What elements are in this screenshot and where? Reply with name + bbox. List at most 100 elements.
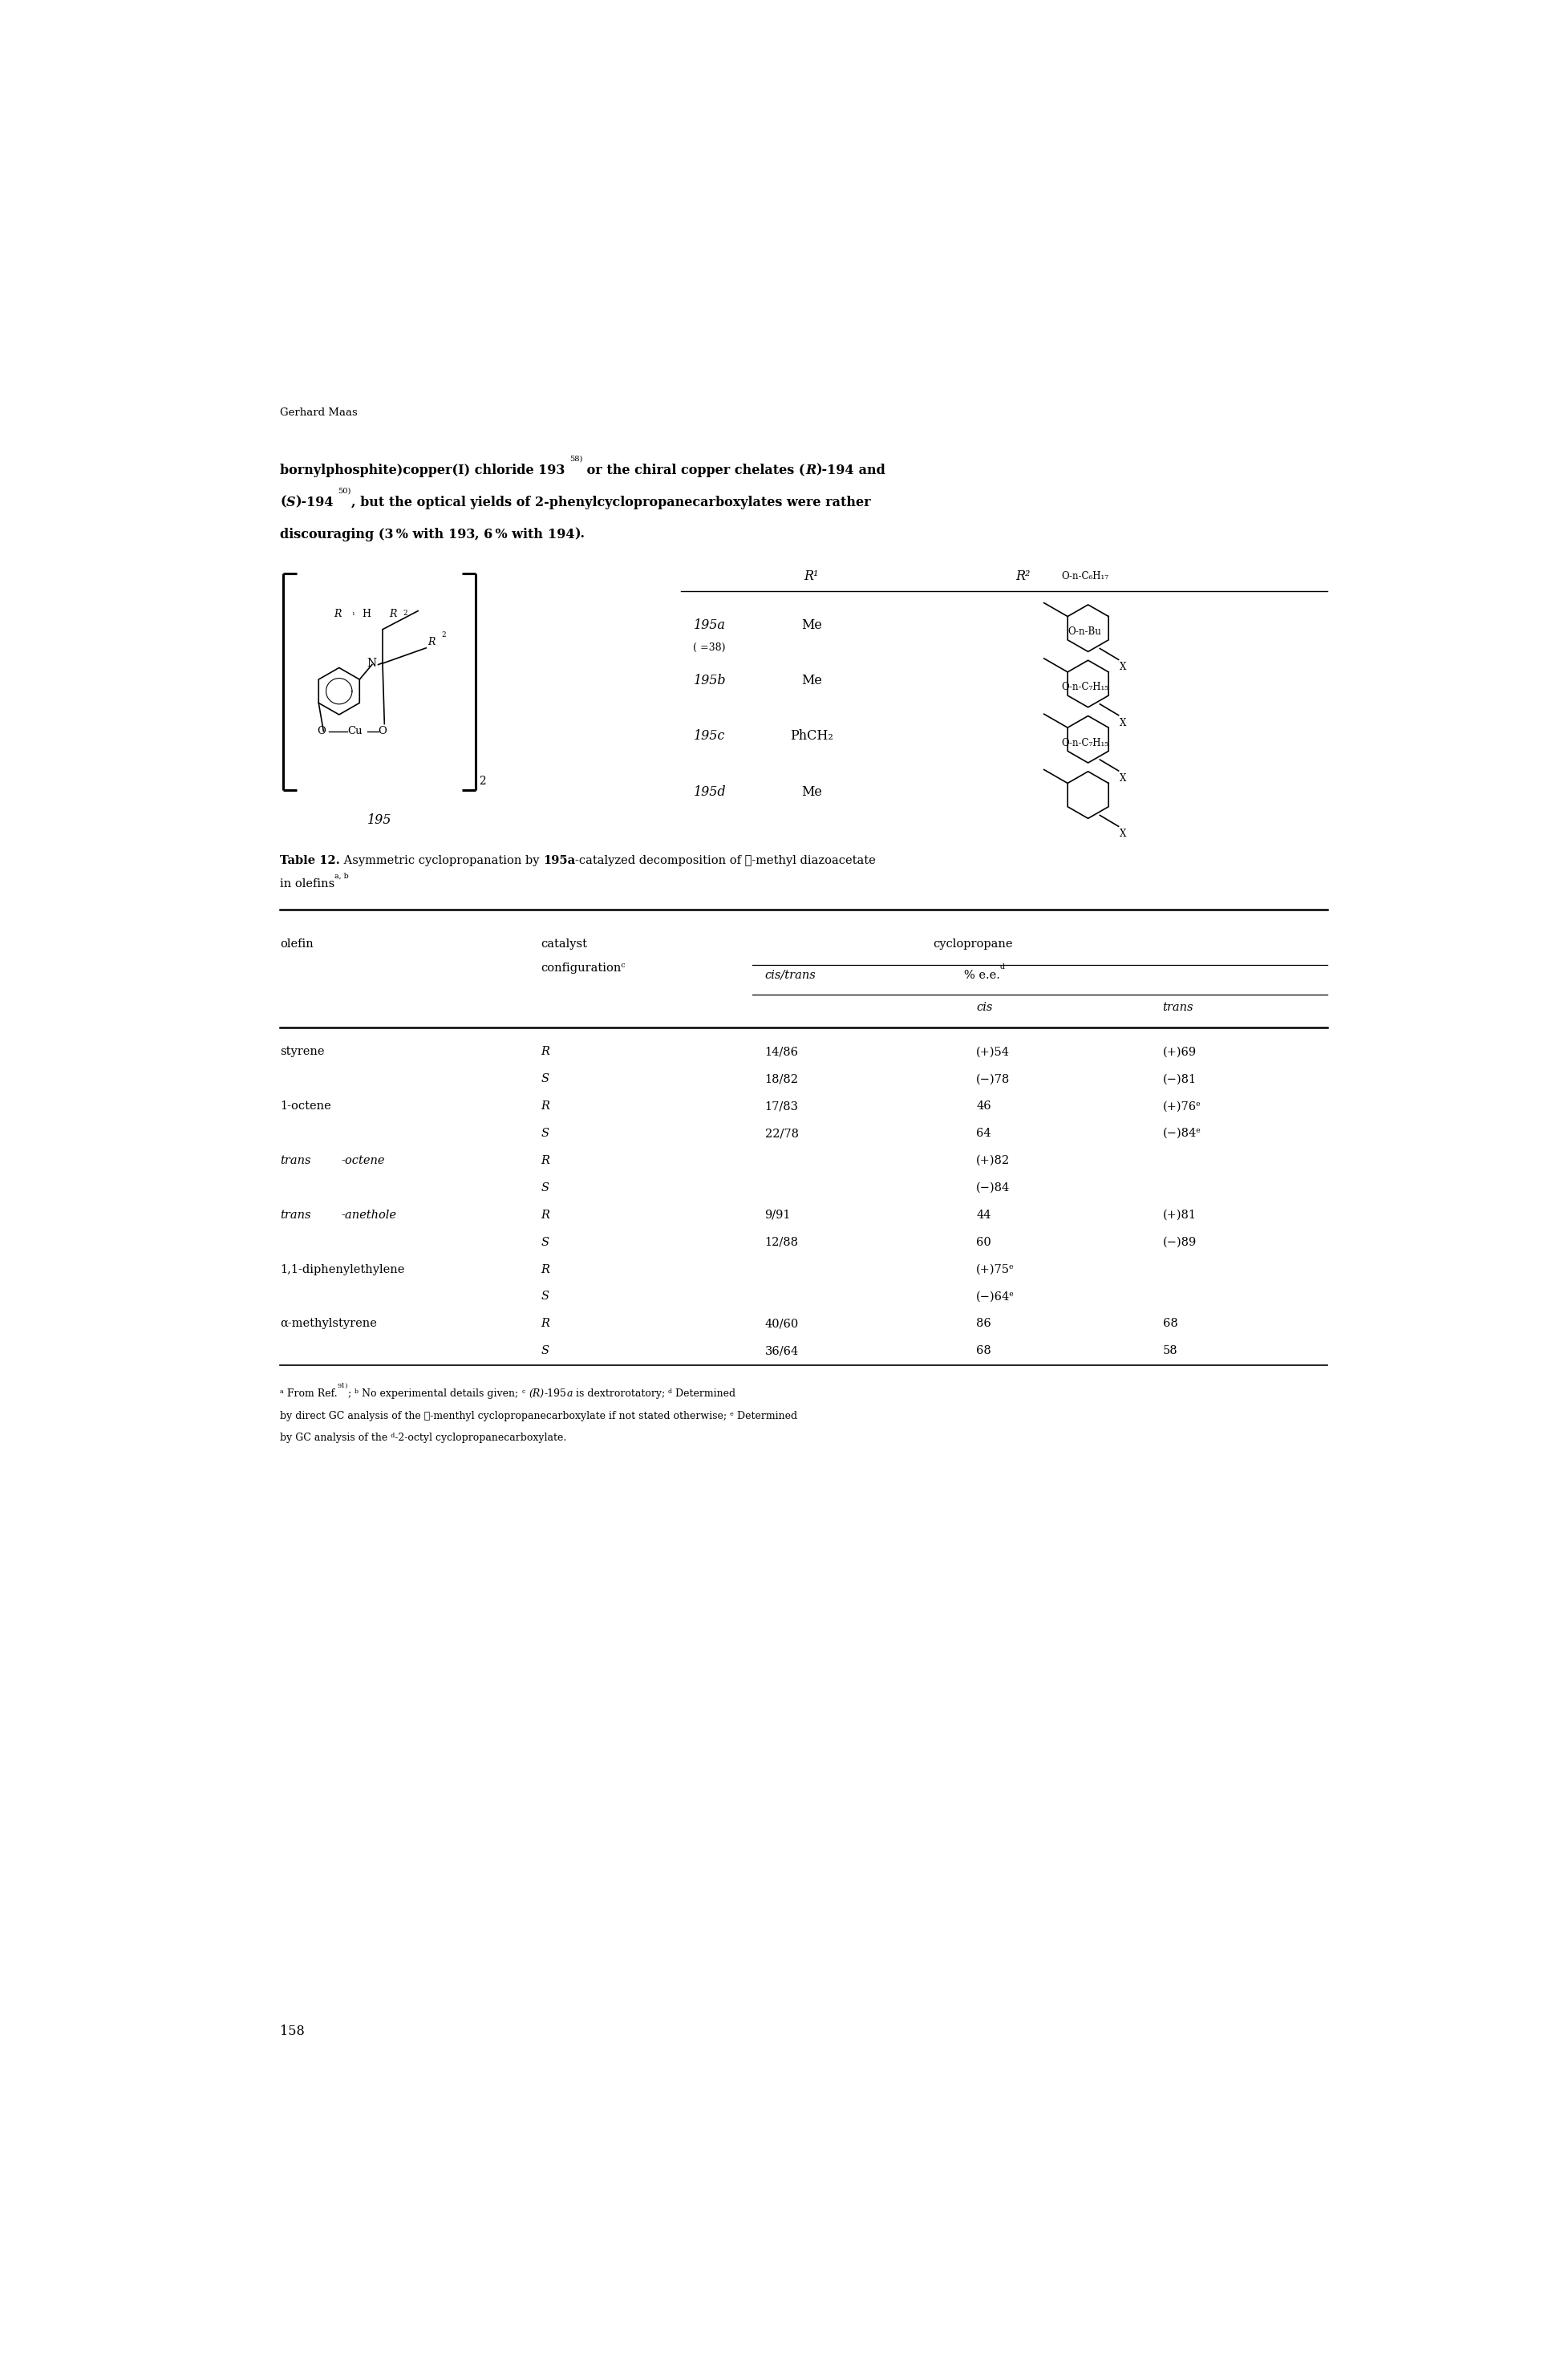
- Text: 194: 194: [306, 496, 334, 508]
- Text: ᵈ Determined: ᵈ Determined: [668, 1389, 735, 1399]
- Text: trans: trans: [279, 1156, 310, 1167]
- Text: Me: Me: [801, 785, 822, 799]
- Text: 2: 2: [403, 610, 408, 617]
- Text: 17/83: 17/83: [765, 1101, 798, 1113]
- Text: or the chiral copper chelates (: or the chiral copper chelates (: [582, 463, 804, 477]
- Text: 194: 194: [547, 527, 574, 541]
- Text: ᶜ: ᶜ: [522, 1389, 528, 1399]
- Text: 40/60: 40/60: [765, 1319, 798, 1330]
- Text: bornylphosphite)copper(I) chloride: bornylphosphite)copper(I) chloride: [279, 463, 538, 477]
- Text: 60: 60: [975, 1236, 991, 1248]
- Text: O-n-C₇H₁₅: O-n-C₇H₁₅: [1062, 683, 1109, 692]
- Text: R: R: [541, 1156, 550, 1167]
- Text: (−)64ᵉ: (−)64ᵉ: [975, 1290, 1014, 1302]
- Text: (−)84ᵉ: (−)84ᵉ: [1162, 1127, 1201, 1139]
- Text: Gerhard Maas: Gerhard Maas: [279, 409, 358, 418]
- Text: configurationᶜ: configurationᶜ: [541, 962, 626, 974]
- Text: by GC analysis of the ᵈ-2-octyl cyclopropanecarboxylate.: by GC analysis of the ᵈ-2-octyl cyclopro…: [279, 1432, 566, 1444]
- Text: R: R: [428, 636, 436, 647]
- Text: S: S: [541, 1073, 549, 1085]
- Text: -catalyzed decomposition of ℓ-methyl diazoacetate: -catalyzed decomposition of ℓ-methyl dia…: [575, 855, 875, 867]
- Text: 195d: 195d: [693, 785, 726, 799]
- Text: olefin: olefin: [279, 938, 314, 950]
- Text: O: O: [378, 725, 387, 737]
- Text: 22/78: 22/78: [765, 1127, 798, 1139]
- Text: (+)82: (+)82: [975, 1156, 1010, 1167]
- Text: X: X: [1120, 718, 1126, 728]
- Text: % e.e.: % e.e.: [963, 969, 999, 981]
- Text: 68: 68: [975, 1345, 991, 1356]
- Text: -anethole: -anethole: [340, 1210, 397, 1222]
- Text: 50): 50): [337, 487, 351, 494]
- Text: X: X: [1120, 829, 1126, 839]
- Text: O-n-Bu: O-n-Bu: [1068, 626, 1101, 638]
- Text: R: R: [389, 610, 397, 619]
- Text: 58: 58: [1162, 1345, 1178, 1356]
- Text: )-: )-: [295, 496, 306, 508]
- Text: 195a: 195a: [543, 855, 575, 867]
- Text: Me: Me: [801, 619, 822, 631]
- Text: 44: 44: [975, 1210, 991, 1222]
- Text: -octene: -octene: [340, 1156, 384, 1167]
- Text: 86: 86: [975, 1319, 991, 1330]
- Text: Me: Me: [801, 673, 822, 688]
- Text: (+)69: (+)69: [1162, 1047, 1196, 1059]
- Text: Table 12.: Table 12.: [279, 855, 340, 867]
- Text: in olefins: in olefins: [279, 879, 334, 888]
- Text: Asymmetric cyclopropanation by: Asymmetric cyclopropanation by: [340, 855, 543, 867]
- Text: Cu: Cu: [347, 725, 362, 737]
- Text: 58): 58): [569, 456, 582, 463]
- Text: O-n-C₆H₁₇: O-n-C₆H₁₇: [1062, 572, 1109, 581]
- Text: X: X: [1120, 773, 1126, 785]
- Text: ᵃ From Ref.: ᵃ From Ref.: [279, 1389, 337, 1399]
- Text: R: R: [541, 1101, 550, 1113]
- Text: R: R: [541, 1047, 550, 1059]
- Text: (−)84: (−)84: [975, 1182, 1010, 1193]
- Text: 195b: 195b: [693, 673, 726, 688]
- Text: (−)89: (−)89: [1162, 1236, 1196, 1248]
- Text: N: N: [367, 657, 376, 669]
- Text: a: a: [566, 1389, 572, 1399]
- Text: 193: 193: [448, 527, 475, 541]
- Text: 14/86: 14/86: [765, 1047, 798, 1059]
- Text: cyclopropane: cyclopropane: [933, 938, 1011, 950]
- Text: S: S: [541, 1290, 549, 1302]
- Text: R¹: R¹: [804, 569, 818, 584]
- Text: ¹: ¹: [351, 612, 354, 619]
- Text: (−)81: (−)81: [1162, 1073, 1196, 1085]
- Text: is dextrorotatory;: is dextrorotatory;: [572, 1389, 668, 1399]
- Text: trans: trans: [1162, 1002, 1193, 1014]
- Text: 1,1-diphenylethylene: 1,1-diphenylethylene: [279, 1264, 405, 1276]
- Text: (+)81: (+)81: [1162, 1210, 1196, 1222]
- Text: S: S: [541, 1127, 549, 1139]
- Text: ᵇ No experimental details given;: ᵇ No experimental details given;: [354, 1389, 522, 1399]
- Text: X: X: [1120, 662, 1126, 673]
- Text: cis/trans: cis/trans: [765, 969, 815, 981]
- Text: , 6 % with: , 6 % with: [475, 527, 547, 541]
- Text: H: H: [359, 610, 372, 619]
- Text: 9/91: 9/91: [765, 1210, 790, 1222]
- Text: α-methylstyrene: α-methylstyrene: [279, 1319, 376, 1330]
- Text: 195: 195: [367, 813, 390, 827]
- Text: )-: )-: [815, 463, 826, 477]
- Text: 158: 158: [279, 2025, 304, 2039]
- Text: ;: ;: [348, 1389, 354, 1399]
- Text: PhCH₂: PhCH₂: [789, 730, 833, 742]
- Text: 2: 2: [442, 631, 445, 638]
- Text: R: R: [804, 463, 815, 477]
- Text: styrene: styrene: [279, 1047, 325, 1059]
- Text: 46: 46: [975, 1101, 991, 1113]
- Text: ).: ).: [574, 527, 585, 541]
- Text: 195a: 195a: [693, 619, 724, 631]
- Text: R: R: [541, 1264, 550, 1276]
- Text: catalyst: catalyst: [541, 938, 588, 950]
- Text: d: d: [999, 964, 1004, 971]
- Text: 64: 64: [975, 1127, 991, 1139]
- Text: (+)76ᵉ: (+)76ᵉ: [1162, 1101, 1201, 1113]
- Text: S: S: [541, 1182, 549, 1193]
- Text: S: S: [541, 1236, 549, 1248]
- Text: R: R: [541, 1319, 550, 1330]
- Text: R: R: [541, 1210, 550, 1222]
- Text: 195c: 195c: [693, 730, 724, 742]
- Text: (−)78: (−)78: [975, 1073, 1010, 1085]
